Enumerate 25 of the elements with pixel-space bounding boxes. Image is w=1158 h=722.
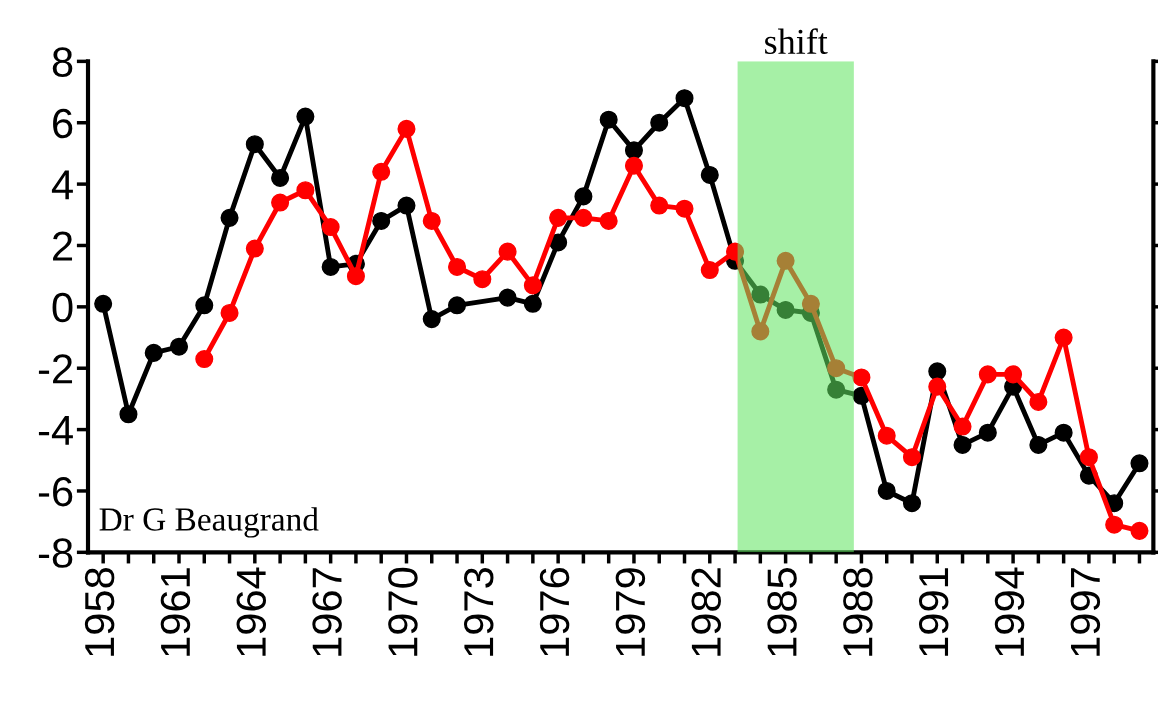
y-tick-label: 8 [52, 47, 73, 77]
x-tick-label: 1988 [843, 568, 873, 656]
y-tick-label: 6 [53, 108, 73, 139]
x-tick-label: 1967 [312, 568, 342, 656]
x-tick-label: 1985 [767, 567, 797, 656]
x-tick-label: 1979 [615, 568, 646, 656]
x-tick-label: 1964 [236, 567, 267, 656]
y-tick-label: 4 [51, 170, 73, 200]
y-tick-label: 0 [52, 292, 73, 323]
x-tick-label: 1958 [84, 568, 115, 656]
x-tick-label: 1976 [539, 568, 570, 656]
x-tick-label: 1997 [1070, 568, 1101, 656]
y-tick-label: 2 [53, 231, 73, 261]
x-tick-label: 1982 [691, 568, 721, 656]
band-label: shift [765, 28, 828, 55]
x-tick-label: 1994 [994, 567, 1025, 656]
annotation: Dr G Beaugrand [99, 507, 319, 538]
y-tick-label: -4 [38, 416, 73, 445]
y-tick-label: -8 [38, 538, 73, 568]
x-tick-label: 1991 [918, 568, 949, 656]
x-tick-label: 1970 [388, 567, 418, 656]
x-tick-label: 1973 [463, 568, 494, 656]
y-tick-label: -6 [38, 476, 73, 507]
x-tick-label: 1961 [160, 568, 191, 656]
y-tick-label: -2 [38, 354, 73, 384]
